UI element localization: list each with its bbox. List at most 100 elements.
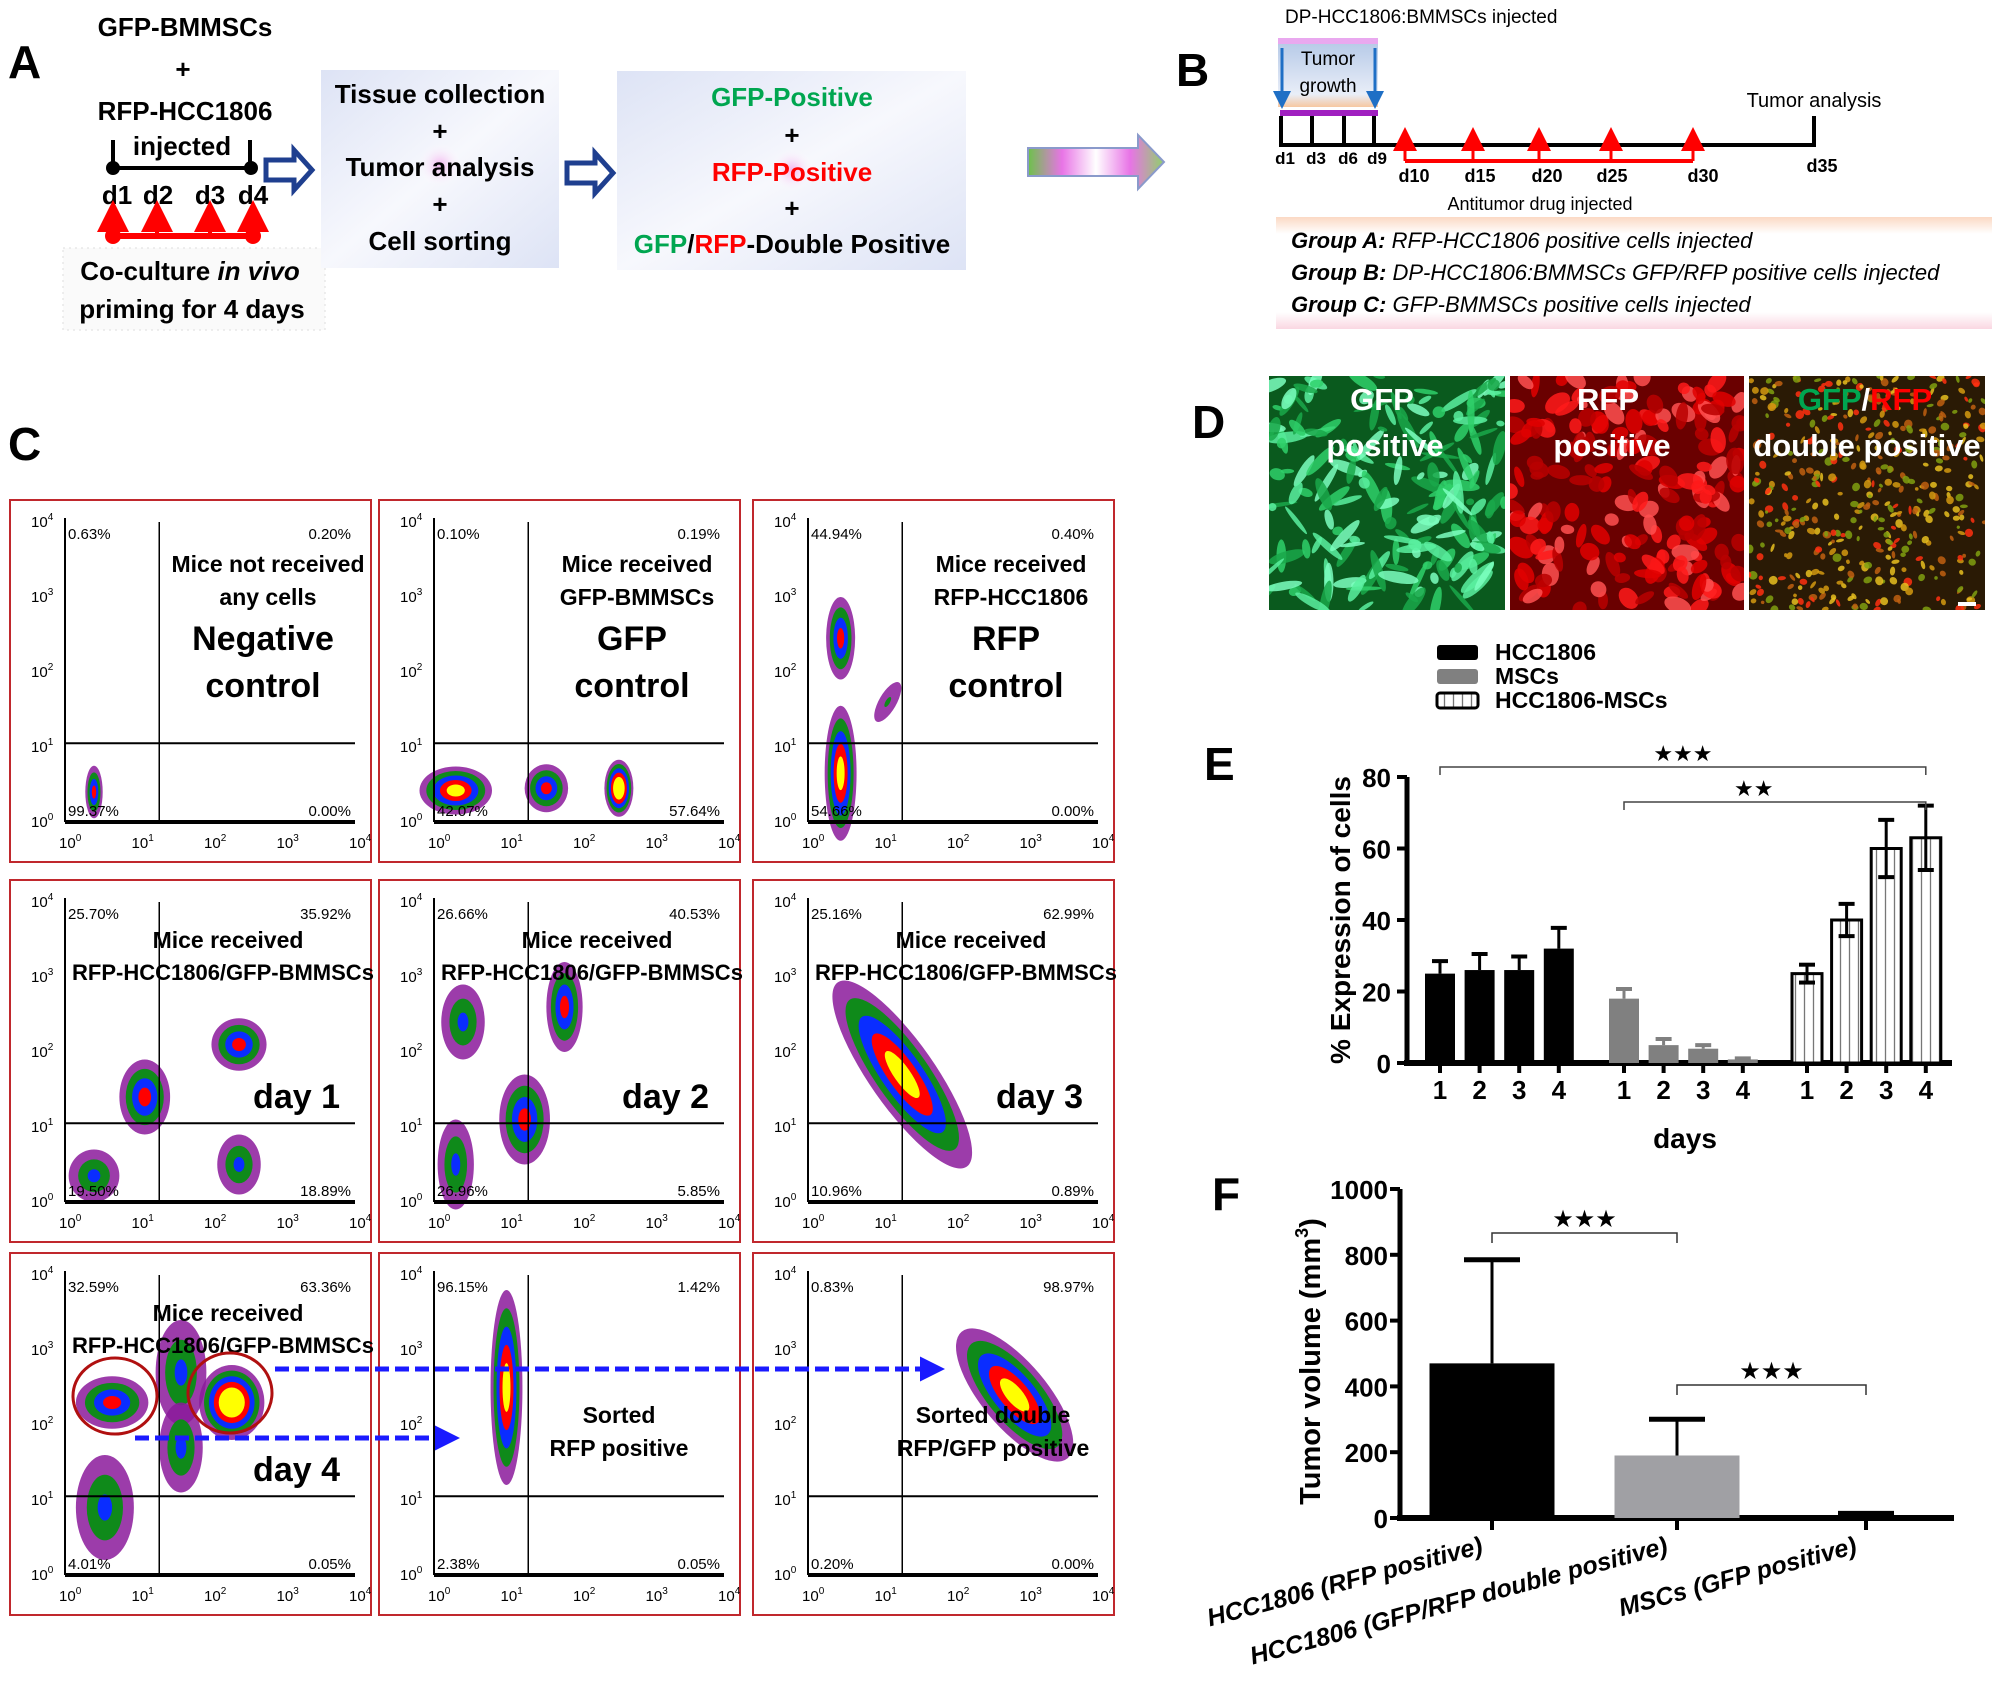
cell	[1555, 400, 1579, 416]
cell	[1905, 444, 1913, 453]
day-label: d25	[1596, 166, 1627, 186]
cell	[1889, 512, 1898, 518]
cell	[1812, 502, 1819, 510]
cell	[1835, 599, 1841, 607]
cell	[1859, 602, 1868, 610]
cell	[1643, 514, 1657, 535]
cell	[1868, 494, 1872, 499]
cell	[1928, 507, 1936, 514]
cluster-density	[91, 785, 97, 799]
cell	[1855, 434, 1859, 442]
cell	[1836, 379, 1842, 386]
day-label: day 4	[253, 1451, 340, 1489]
quadrant-lower-right-percent: 0.05%	[308, 1556, 351, 1573]
cell	[1842, 380, 1848, 385]
group-c-text: Group C: GFP-BMMSCs positive cells injec…	[1291, 292, 1751, 317]
cell	[1878, 517, 1885, 523]
cell	[1818, 448, 1827, 456]
cell	[1873, 515, 1877, 523]
priming-text: priming for 4 days	[79, 294, 304, 324]
tick-exponent: 1	[791, 737, 797, 748]
bar	[1727, 1059, 1758, 1063]
cell	[1768, 575, 1778, 585]
day-label: d3	[1306, 149, 1326, 168]
tick-exponent: 2	[221, 1213, 227, 1224]
cell	[1605, 551, 1621, 577]
tick-exponent: 4	[791, 512, 797, 523]
cell	[1940, 394, 1949, 401]
cell	[1964, 410, 1971, 419]
cell	[1766, 521, 1773, 528]
plus-sign: +	[784, 193, 799, 223]
groups-box	[1276, 217, 1992, 329]
cell	[1510, 429, 1532, 445]
cell	[1877, 526, 1885, 531]
quadrant-lower-left-percent: 99.37%	[68, 803, 119, 820]
cell	[1896, 406, 1901, 411]
cell	[1385, 404, 1396, 426]
cell	[1873, 606, 1881, 610]
tick-exponent: 3	[662, 1586, 668, 1597]
cell	[1689, 598, 1709, 610]
cluster-density	[999, 1378, 1030, 1412]
cell-cluster	[199, 1365, 265, 1440]
y-axis-title: % Expression of cells	[1325, 776, 1356, 1064]
y-tick-label: 40	[1362, 906, 1391, 936]
cell	[1873, 419, 1881, 427]
x-tick-label: 1	[1617, 1075, 1631, 1105]
tick-exponent: 1	[517, 1213, 523, 1224]
cell	[1952, 409, 1958, 414]
cell	[1877, 487, 1882, 493]
cell	[1955, 441, 1963, 448]
cell	[1451, 551, 1474, 582]
cell	[1276, 437, 1287, 449]
tick-exponent: 1	[148, 1213, 154, 1224]
cell	[1419, 421, 1433, 435]
cell	[1912, 507, 1918, 515]
cell	[1973, 484, 1979, 490]
cell	[1393, 456, 1403, 486]
quadrant-lower-right-percent: 5.85%	[677, 1183, 720, 1200]
cell	[1834, 529, 1841, 537]
tick-exponent: 0	[48, 812, 54, 823]
cell	[1879, 376, 1884, 381]
cell	[1449, 585, 1476, 610]
tumor-analysis-label: Tumor analysis	[1747, 90, 1882, 112]
cell	[1281, 388, 1297, 410]
cell	[1909, 392, 1917, 397]
cell	[1883, 531, 1890, 538]
quadrant-upper-left-percent: 26.66%	[437, 906, 488, 923]
tick-exponent: 1	[891, 1586, 897, 1597]
cell	[1785, 422, 1791, 427]
tick-exponent: 0	[791, 812, 797, 823]
y-tick-label: 800	[1345, 1241, 1388, 1271]
cell	[1527, 502, 1543, 521]
cell	[1406, 403, 1430, 417]
cell	[1599, 385, 1621, 405]
cell	[1936, 399, 1945, 407]
cell	[1784, 471, 1792, 476]
cell	[1269, 377, 1287, 394]
quadrant-upper-right-percent: 40.53%	[669, 906, 720, 923]
cell	[1912, 530, 1918, 539]
cell	[1955, 376, 1960, 383]
cell	[1837, 491, 1843, 496]
cell	[1880, 597, 1889, 606]
cell	[1358, 477, 1370, 489]
cell	[1760, 600, 1765, 605]
plus-sign: +	[175, 54, 190, 84]
injection-timeline	[106, 140, 258, 175]
cell	[1423, 541, 1453, 562]
cell	[1971, 460, 1978, 469]
cell	[1901, 545, 1910, 553]
coculture-text: Co-culture in vivo	[80, 256, 300, 286]
cell	[1841, 583, 1847, 589]
cell	[1968, 398, 1973, 403]
step-text: Cell sorting	[368, 226, 511, 256]
cell	[1835, 442, 1840, 446]
cell	[1340, 438, 1348, 450]
cell	[1874, 445, 1881, 451]
tick-exponent: 1	[517, 833, 523, 844]
